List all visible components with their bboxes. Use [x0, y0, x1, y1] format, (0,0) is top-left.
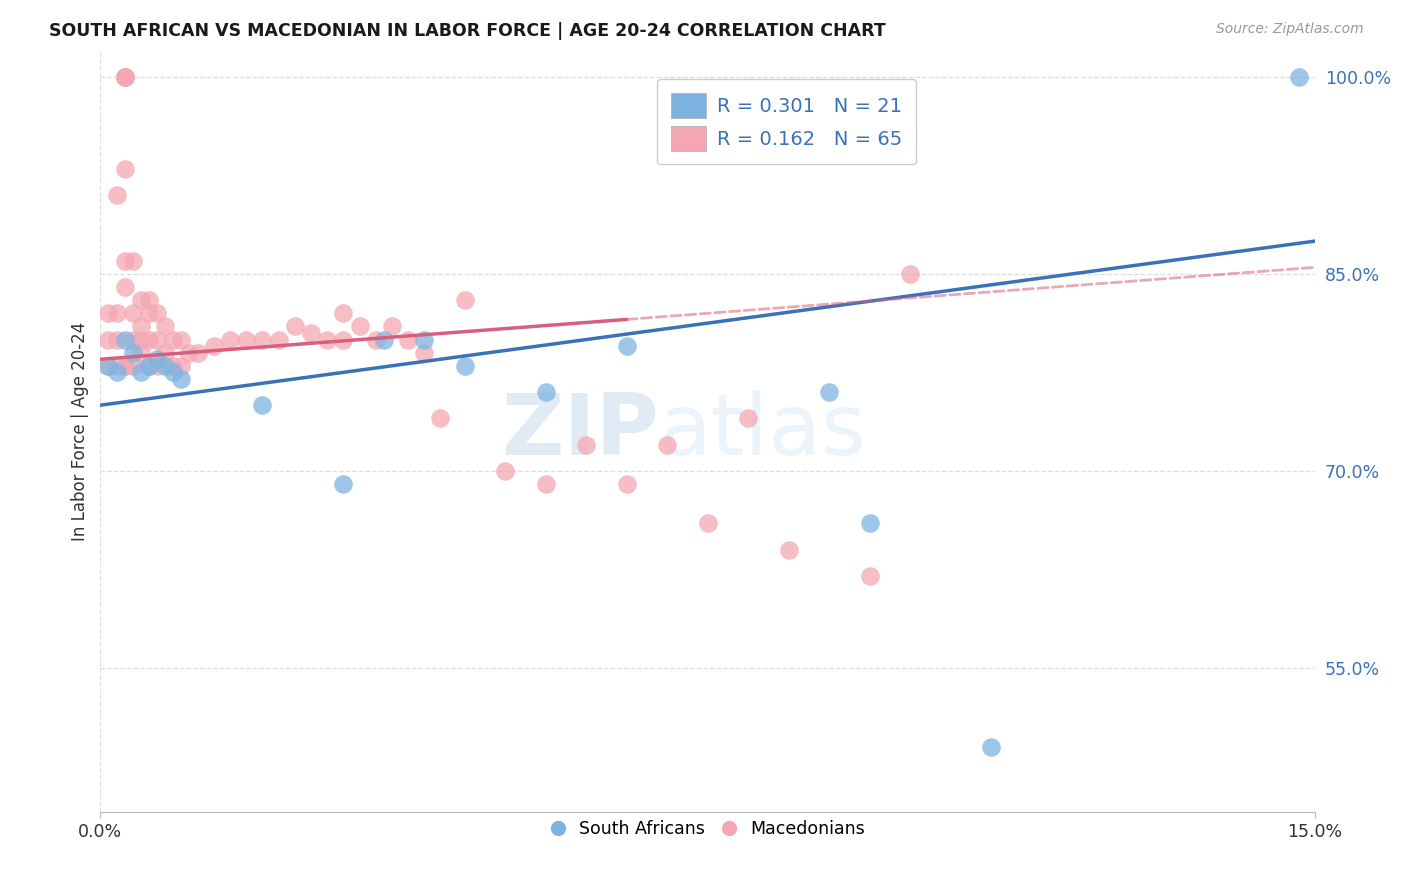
Point: [316, 333, 339, 347]
Point: [252, 398, 274, 412]
Point: [97, 359, 120, 373]
Point: [97, 306, 120, 320]
Point: [202, 339, 225, 353]
Point: [153, 319, 176, 334]
Point: [284, 319, 307, 334]
Point: [381, 319, 404, 334]
Point: [170, 359, 193, 373]
Point: [616, 477, 638, 491]
Point: [153, 359, 176, 373]
Point: [162, 333, 184, 347]
Point: [413, 333, 436, 347]
Point: [146, 359, 169, 373]
Point: [267, 333, 290, 347]
Point: [129, 293, 152, 307]
Point: [114, 253, 136, 268]
Point: [332, 306, 354, 320]
Point: [146, 333, 169, 347]
Point: [129, 319, 152, 334]
Point: [179, 345, 201, 359]
Point: [114, 359, 136, 373]
Point: [114, 359, 136, 373]
Point: [413, 345, 436, 359]
Point: [332, 477, 354, 491]
Point: [121, 253, 143, 268]
Point: [859, 569, 882, 583]
Point: [121, 306, 143, 320]
Text: SOUTH AFRICAN VS MACEDONIAN IN LABOR FORCE | AGE 20-24 CORRELATION CHART: SOUTH AFRICAN VS MACEDONIAN IN LABOR FOR…: [49, 22, 886, 40]
Point: [364, 333, 387, 347]
Point: [494, 464, 516, 478]
Point: [373, 333, 395, 347]
Point: [252, 333, 274, 347]
Point: [114, 70, 136, 84]
Point: [349, 319, 371, 334]
Point: [105, 333, 128, 347]
Legend: South Africans, Macedonians: South Africans, Macedonians: [544, 814, 872, 846]
Point: [129, 345, 152, 359]
Point: [429, 411, 451, 425]
Point: [138, 359, 160, 373]
Point: [105, 365, 128, 379]
Point: [105, 188, 128, 202]
Point: [396, 333, 419, 347]
Point: [778, 542, 800, 557]
Point: [105, 359, 128, 373]
Text: ZIP: ZIP: [502, 390, 659, 473]
Point: [114, 70, 136, 84]
Point: [170, 372, 193, 386]
Point: [299, 326, 322, 340]
Point: [146, 352, 169, 367]
Point: [146, 306, 169, 320]
Point: [114, 161, 136, 176]
Point: [162, 365, 184, 379]
Point: [129, 333, 152, 347]
Text: atlas: atlas: [659, 390, 868, 473]
Point: [162, 359, 184, 373]
Point: [138, 359, 160, 373]
Point: [97, 333, 120, 347]
Point: [153, 345, 176, 359]
Point: [534, 385, 557, 400]
Point: [170, 333, 193, 347]
Point: [129, 365, 152, 379]
Point: [186, 345, 208, 359]
Point: [235, 333, 257, 347]
Point: [105, 306, 128, 320]
Point: [454, 293, 477, 307]
Point: [114, 70, 136, 84]
Point: [114, 280, 136, 294]
Text: Source: ZipAtlas.com: Source: ZipAtlas.com: [1216, 22, 1364, 37]
Point: [114, 333, 136, 347]
Point: [980, 739, 1002, 754]
Point: [818, 385, 841, 400]
Point: [121, 359, 143, 373]
Point: [332, 333, 354, 347]
Point: [534, 477, 557, 491]
Point: [1288, 70, 1310, 84]
Point: [121, 345, 143, 359]
Point: [696, 516, 718, 531]
Point: [616, 339, 638, 353]
Point: [138, 333, 160, 347]
Point: [575, 437, 598, 451]
Point: [898, 267, 921, 281]
Y-axis label: In Labor Force | Age 20-24: In Labor Force | Age 20-24: [72, 322, 89, 541]
Point: [454, 359, 477, 373]
Point: [138, 306, 160, 320]
Point: [138, 293, 160, 307]
Point: [737, 411, 759, 425]
Point: [121, 333, 143, 347]
Point: [657, 437, 679, 451]
Point: [97, 359, 120, 373]
Point: [219, 333, 242, 347]
Point: [859, 516, 882, 531]
